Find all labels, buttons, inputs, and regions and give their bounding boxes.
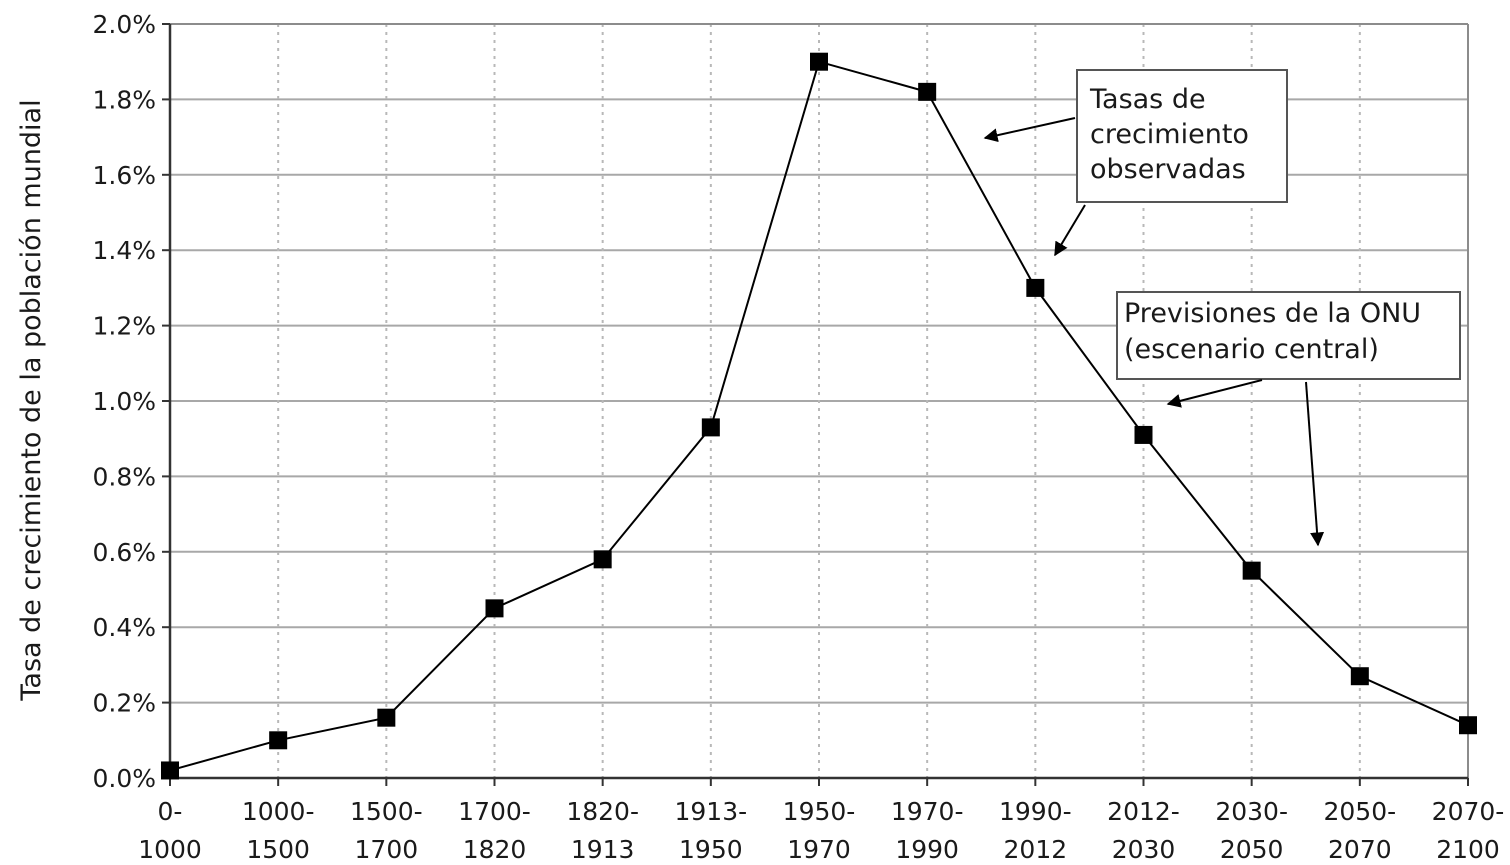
x-tick-label-line: 1820- [566, 797, 639, 826]
x-tick-label: 1990- 2012 [999, 797, 1072, 864]
x-tick-labels: 0- 1000 1000- 1500 1500- 1700 1700- 1820 1820- 19… [138, 797, 1504, 864]
x-tick-label: 2070- 2100 [1432, 797, 1505, 864]
y-axis-label: Tasa de crecimiento de la población mund… [16, 99, 47, 701]
x-tick-label-line: 2070- [1432, 797, 1505, 826]
x-tick-label-line: 1970 [787, 835, 851, 864]
data-point-marker [593, 550, 612, 569]
plot-frame [162, 23, 1469, 786]
x-tick-label: 2050- 2070 [1324, 797, 1397, 864]
x-tick-label-line: 1000- [242, 797, 315, 826]
annotation-text-projection: Previsiones de la ONU [1124, 298, 1421, 329]
x-tick-label-line: 1950- [783, 797, 856, 826]
x-tick-label-line: 1950 [679, 835, 743, 864]
data-point-marker [701, 418, 720, 437]
x-tick-label: 1950- 1970 [783, 797, 856, 864]
x-tick-label-line: 1990 [895, 835, 959, 864]
x-tick-label-line: 1820 [463, 835, 527, 864]
y-tick-label: 0.0% [92, 764, 156, 793]
annotation-box-observed [1076, 69, 1288, 203]
data-point-marker [1134, 425, 1153, 444]
y-tick-label: 1.6% [92, 161, 156, 190]
x-tick-label: 2030- 2050 [1215, 797, 1288, 864]
y-tick-label: 0.6% [92, 538, 156, 567]
x-tick-label-line: 1990- [999, 797, 1072, 826]
annotation-box-projection [1116, 291, 1461, 380]
y-tick-label: 1.0% [92, 387, 156, 416]
x-tick-label-line: 2030 [1112, 835, 1176, 864]
x-tick-label: 1970- 1990 [891, 797, 964, 864]
arrow-observed-2 [1054, 204, 1086, 257]
data-point-marker [269, 731, 288, 750]
x-tick-label: 1913- 1950 [675, 797, 748, 864]
x-tick-label-line: 0- [158, 797, 183, 826]
y-tick-label: 0.4% [92, 613, 156, 642]
x-tick-label-line: 1913 [571, 835, 635, 864]
annotation-text-observed: crecimiento [1090, 119, 1249, 150]
x-tick-label: 1000- 1500 [242, 797, 315, 864]
annotation-text-observed: Tasas de [1089, 84, 1206, 115]
y-tick-label: 1.4% [92, 236, 156, 265]
x-tick-label-line: 2030- [1215, 797, 1288, 826]
data-point-marker [485, 599, 504, 618]
data-point-marker [161, 761, 179, 780]
arrow-observed-1 [983, 117, 1076, 143]
y-tick-label: 1.2% [92, 312, 156, 341]
x-tick-label-line: 2070 [1328, 835, 1392, 864]
arrow-projection-2 [1305, 381, 1325, 547]
y-tick-label: 0.8% [92, 462, 156, 491]
x-tick-label-line: 1700- [458, 797, 531, 826]
x-tick-label-line: 2012- [1107, 797, 1180, 826]
data-point-marker [377, 708, 396, 727]
data-point-marker [1459, 716, 1477, 735]
x-tick-label-line: 2012 [1004, 835, 1068, 864]
annotation-text-projection: (escenario central) [1124, 334, 1379, 365]
x-tick-label-line: 1000 [138, 835, 202, 864]
x-tick-label-line: 1970- [891, 797, 964, 826]
y-tick-label: 1.8% [92, 85, 156, 114]
arrow-projection-1 [1166, 379, 1263, 408]
x-tick-label-line: 1500- [350, 797, 423, 826]
data-point-marker [810, 52, 828, 71]
annotations: Tasas de crecimiento observadas Previsiones… [983, 69, 1461, 547]
x-tick-label-line: 2050 [1220, 835, 1284, 864]
x-tick-label: 1700- 1820 [458, 797, 531, 864]
y-tick-label: 2.0% [92, 10, 156, 39]
data-point-marker [1350, 667, 1369, 686]
data-point-marker [1026, 278, 1045, 297]
x-tick-label-line: 1500 [246, 835, 310, 864]
data-point-marker [1242, 561, 1261, 580]
x-tick-label: 1820- 1913 [566, 797, 639, 864]
x-tick-label-line: 2100 [1436, 835, 1500, 864]
x-tick-label-line: 2050- [1324, 797, 1397, 826]
series-line [161, 52, 1477, 780]
data-point-marker [918, 82, 937, 101]
annotation-text-observed: observadas [1090, 154, 1246, 185]
x-tick-label: 0- 1000 [138, 797, 202, 864]
x-tick-label-line: 1700 [355, 835, 419, 864]
x-tick-label: 1500- 1700 [350, 797, 423, 864]
x-tick-label: 2012- 2030 [1107, 797, 1180, 864]
grid [170, 23, 1468, 778]
y-tick-labels: 0.0% 0.2% 0.4% 0.6% 0.8% 1.0% 1.2% 1.4% 1.6% 1.8%… [92, 10, 156, 793]
y-tick-label: 0.2% [92, 689, 156, 718]
x-tick-label-line: 1913- [675, 797, 748, 826]
